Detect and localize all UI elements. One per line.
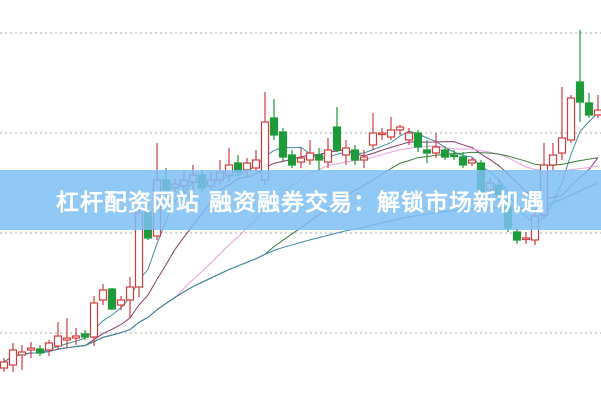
candle-body	[404, 132, 414, 141]
candle-body	[467, 159, 477, 164]
candle-body	[287, 154, 297, 166]
candle-body	[278, 131, 288, 158]
candle-body	[458, 156, 468, 166]
candle-body	[413, 132, 423, 148]
candle-body	[98, 289, 108, 301]
candle-body	[566, 97, 576, 141]
candle-body	[332, 126, 342, 151]
candle-body	[125, 286, 135, 301]
candle-body	[269, 117, 279, 136]
candle-body	[440, 149, 450, 158]
candle-body	[53, 335, 63, 347]
candle-body	[422, 149, 432, 154]
candle-body	[449, 154, 459, 158]
candle-body	[71, 335, 81, 339]
candle-body	[557, 137, 567, 154]
candle-body	[89, 302, 99, 338]
candle-body	[107, 288, 117, 310]
candle-body	[431, 146, 441, 154]
candle-body	[26, 347, 36, 351]
banner-title: 杠杆配资网站 融资融券交易：解锁市场新机遇	[55, 190, 545, 216]
candle-body	[80, 333, 90, 338]
candle-body	[17, 351, 27, 356]
candle-body	[251, 159, 261, 169]
candle-body	[368, 132, 378, 146]
candle-body	[242, 162, 252, 171]
candle-body	[584, 102, 594, 116]
candle-body	[395, 126, 405, 131]
candle-body	[512, 231, 522, 241]
candle-body	[548, 154, 558, 166]
candle-body	[359, 156, 369, 161]
candle-body	[305, 152, 315, 161]
candle-body	[116, 299, 126, 306]
candle-body	[350, 149, 360, 161]
candle-body	[377, 132, 387, 136]
title-banner: 杠杆配资网站 融资融券交易：解锁市场新机遇	[0, 170, 601, 230]
candle-body	[341, 147, 351, 156]
candle-body	[521, 237, 531, 241]
candle-body	[386, 129, 396, 138]
candle-body	[323, 149, 333, 163]
candle-body	[35, 348, 45, 354]
candle-body	[296, 157, 306, 163]
candle-body	[44, 342, 54, 351]
candle-body	[62, 337, 72, 341]
candle-body	[8, 349, 18, 366]
candle-body	[314, 154, 324, 161]
candle-body	[0, 361, 9, 369]
candle-body	[575, 81, 585, 103]
candle-body	[593, 109, 601, 116]
